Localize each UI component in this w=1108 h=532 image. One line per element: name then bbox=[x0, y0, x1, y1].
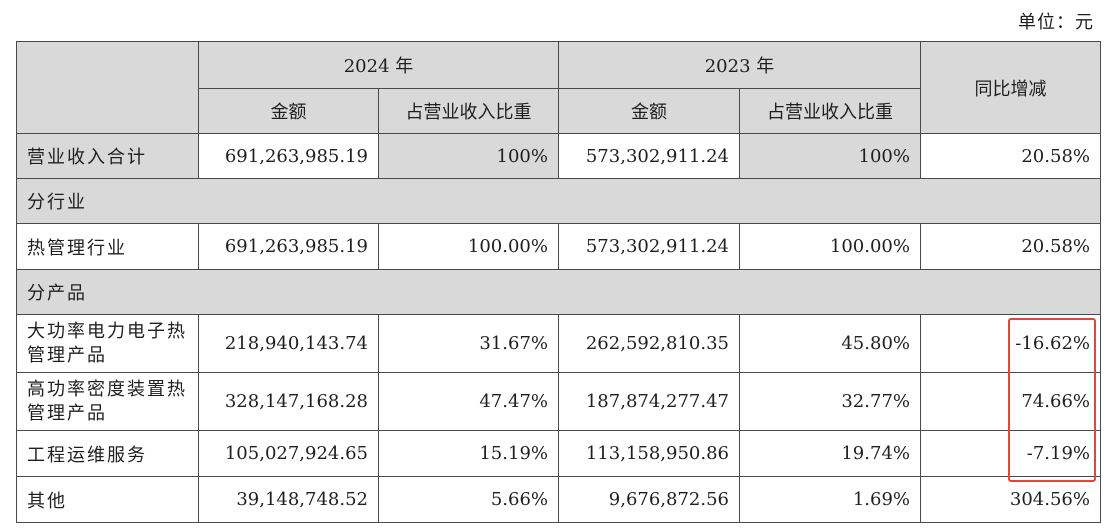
amount-2023-cell: 113,158,950.86 bbox=[558, 430, 740, 477]
header-amount-2023: 金额 bbox=[558, 88, 740, 134]
table-row-total: 营业收入合计 691,263,985.19 100% 573,302,911.2… bbox=[16, 133, 1101, 179]
row-label: 工程运维服务 bbox=[16, 430, 199, 477]
amount-2024-cell: 328,147,168.28 bbox=[198, 372, 379, 431]
header-share-2023: 占营业收入比重 bbox=[739, 88, 921, 134]
amount-2023-cell: 573,302,911.24 bbox=[558, 133, 740, 179]
yoy-cell: 20.58% bbox=[920, 133, 1101, 179]
amount-2024-cell: 105,027,924.65 bbox=[198, 430, 379, 477]
share-2023-cell: 1.69% bbox=[739, 476, 921, 523]
share-2024-cell: 100.00% bbox=[378, 223, 559, 270]
section-row-product: 分产品 bbox=[16, 269, 1101, 315]
yoy-cell: 74.66% bbox=[920, 372, 1101, 431]
amount-2023-cell: 187,874,277.47 bbox=[558, 372, 740, 431]
amount-2023-cell: 9,676,872.56 bbox=[558, 476, 740, 523]
unit-label: 单位：元 bbox=[1018, 12, 1094, 33]
amount-2023-cell: 573,302,911.24 bbox=[558, 223, 740, 270]
header-blank-cell bbox=[16, 41, 199, 134]
header-year-2024: 2024 年 bbox=[198, 41, 559, 89]
header-row-columns: 金额 占营业收入比重 金额 占营业收入比重 bbox=[17, 88, 1101, 134]
revenue-composition-table: 2024 年 2023 年 同比增减 金额 占营业收入比重 金额 占营业收入比重… bbox=[16, 41, 1101, 523]
share-2023-cell: 45.80% bbox=[739, 314, 921, 373]
amount-2024-cell: 39,148,748.52 bbox=[198, 476, 379, 523]
row-label: 大功率电力电子热管理产品 bbox=[16, 314, 199, 373]
amount-2023-cell: 262,592,810.35 bbox=[558, 314, 740, 373]
share-2023-cell: 100% bbox=[739, 133, 921, 179]
yoy-cell: -7.19% bbox=[920, 430, 1101, 477]
table-row: 其他 39,148,748.52 5.66% 9,676,872.56 1.69… bbox=[16, 476, 1101, 523]
table-row: 热管理行业 691,263,985.19 100.00% 573,302,911… bbox=[16, 223, 1101, 270]
share-2023-cell: 19.74% bbox=[739, 430, 921, 477]
share-2024-cell: 31.67% bbox=[378, 314, 559, 373]
share-2024-cell: 47.47% bbox=[378, 372, 559, 431]
header-amount-2024: 金额 bbox=[198, 88, 379, 134]
yoy-cell: 304.56% bbox=[920, 476, 1101, 523]
amount-2024-cell: 691,263,985.19 bbox=[198, 223, 379, 270]
section-label: 分行业 bbox=[16, 178, 1101, 224]
header-share-2024: 占营业收入比重 bbox=[378, 88, 559, 134]
amount-2024-cell: 691,263,985.19 bbox=[198, 133, 379, 179]
row-label: 热管理行业 bbox=[16, 223, 199, 270]
header-yoy: 同比增减 bbox=[920, 41, 1101, 134]
row-label: 其他 bbox=[16, 476, 199, 523]
amount-2024-cell: 218,940,143.74 bbox=[198, 314, 379, 373]
highlight-box bbox=[1008, 318, 1096, 482]
share-2023-cell: 32.77% bbox=[739, 372, 921, 431]
row-label: 高功率密度装置热管理产品 bbox=[16, 372, 199, 431]
table-row: 大功率电力电子热管理产品 218,940,143.74 31.67% 262,5… bbox=[16, 314, 1101, 373]
share-2024-cell: 15.19% bbox=[378, 430, 559, 477]
table-row: 工程运维服务 105,027,924.65 15.19% 113,158,950… bbox=[16, 430, 1101, 477]
share-2023-cell: 100.00% bbox=[739, 223, 921, 270]
share-2024-cell: 100% bbox=[378, 133, 559, 179]
section-label: 分产品 bbox=[16, 269, 1101, 315]
yoy-cell: -16.62% bbox=[920, 314, 1101, 373]
section-row-industry: 分行业 bbox=[16, 178, 1101, 224]
header-row-years: 2024 年 2023 年 同比增减 bbox=[16, 41, 1101, 134]
share-2024-cell: 5.66% bbox=[378, 476, 559, 523]
yoy-cell: 20.58% bbox=[920, 223, 1101, 270]
row-label: 营业收入合计 bbox=[16, 133, 199, 179]
header-year-2023: 2023 年 bbox=[558, 41, 921, 89]
table-row: 高功率密度装置热管理产品 328,147,168.28 47.47% 187,8… bbox=[16, 372, 1101, 431]
